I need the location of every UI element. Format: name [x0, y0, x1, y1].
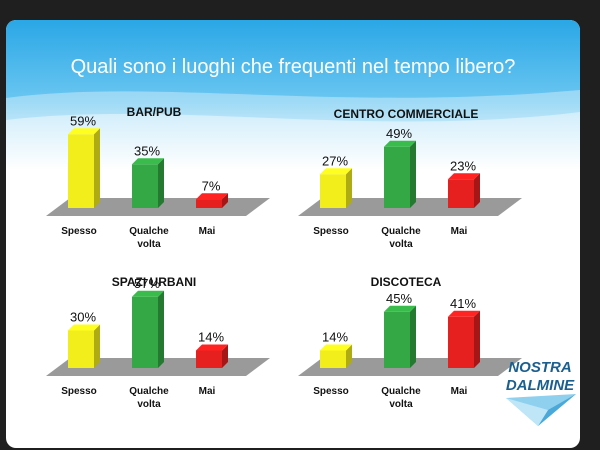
paper-plane-icon	[506, 394, 576, 426]
chart-title: CENTRO COMMERCIALE	[334, 107, 479, 121]
bar-qualche-volta	[384, 140, 416, 208]
value-label: 41%	[450, 296, 476, 311]
value-label: 14%	[322, 330, 348, 345]
bar-qualche-volta	[132, 290, 164, 368]
bar-mai	[196, 193, 228, 208]
bar-mai	[448, 173, 480, 208]
value-label: 35%	[134, 143, 160, 158]
bar-mai	[196, 344, 228, 368]
category-label: Mai	[451, 386, 468, 397]
logo-line2: DALMINE	[506, 377, 575, 394]
value-label: 49%	[386, 126, 412, 141]
slide: Quali sono i luoghi che frequenti nel te…	[6, 20, 580, 448]
chart-title: SPAZI URBANI	[112, 275, 196, 289]
category-label: Qualche volta	[381, 226, 421, 250]
category-label: Spesso	[61, 386, 97, 397]
category-label: Qualche volta	[129, 386, 169, 410]
header-band	[6, 20, 580, 170]
bar-spesso	[68, 128, 100, 208]
chart-panel-2: CENTRO COMMERCIALE 27% Spesso 49% Qualche vol…	[298, 107, 522, 250]
logo-line1: NOSTRA	[508, 359, 571, 376]
value-label: 27%	[322, 153, 348, 168]
chart-panel-3: SPAZI URBANI 30% Spesso 57% Qualche volta 14% M…	[46, 275, 270, 410]
bar-qualche-volta	[384, 305, 416, 368]
nostra-dalmine-logo: NOSTRA DALMINE	[506, 359, 576, 426]
chart-title: BAR/PUB	[127, 105, 182, 119]
category-label: Spesso	[313, 226, 349, 237]
category-label: Spesso	[313, 386, 349, 397]
page-title: Quali sono i luoghi che frequenti nel te…	[70, 56, 516, 78]
bar-spesso	[320, 168, 352, 208]
category-label: Mai	[451, 226, 468, 237]
category-label: Mai	[199, 386, 216, 397]
value-label: 45%	[386, 291, 412, 306]
chart-panel-1: BAR/PUB 59% Spesso 35% Qualche volta 7% Mai	[46, 105, 270, 250]
chart-panel-4: DISCOTECA 14% Spesso 45% Qualche volta 41% Mai	[298, 275, 522, 410]
value-label: 7%	[202, 178, 221, 193]
bar-mai	[448, 310, 480, 368]
value-label: 14%	[198, 330, 224, 345]
category-label: Qualche volta	[129, 226, 169, 250]
value-label: 23%	[450, 158, 476, 173]
bar-spesso	[68, 324, 100, 368]
value-label: 57%	[134, 276, 160, 291]
bar-spesso	[320, 344, 352, 368]
category-label: Mai	[199, 226, 216, 237]
category-label: Qualche volta	[381, 386, 421, 410]
category-label: Spesso	[61, 226, 97, 237]
chart-title: DISCOTECA	[371, 275, 442, 289]
value-label: 30%	[70, 310, 96, 325]
value-label: 59%	[70, 113, 96, 128]
bar-qualche-volta	[132, 158, 164, 208]
